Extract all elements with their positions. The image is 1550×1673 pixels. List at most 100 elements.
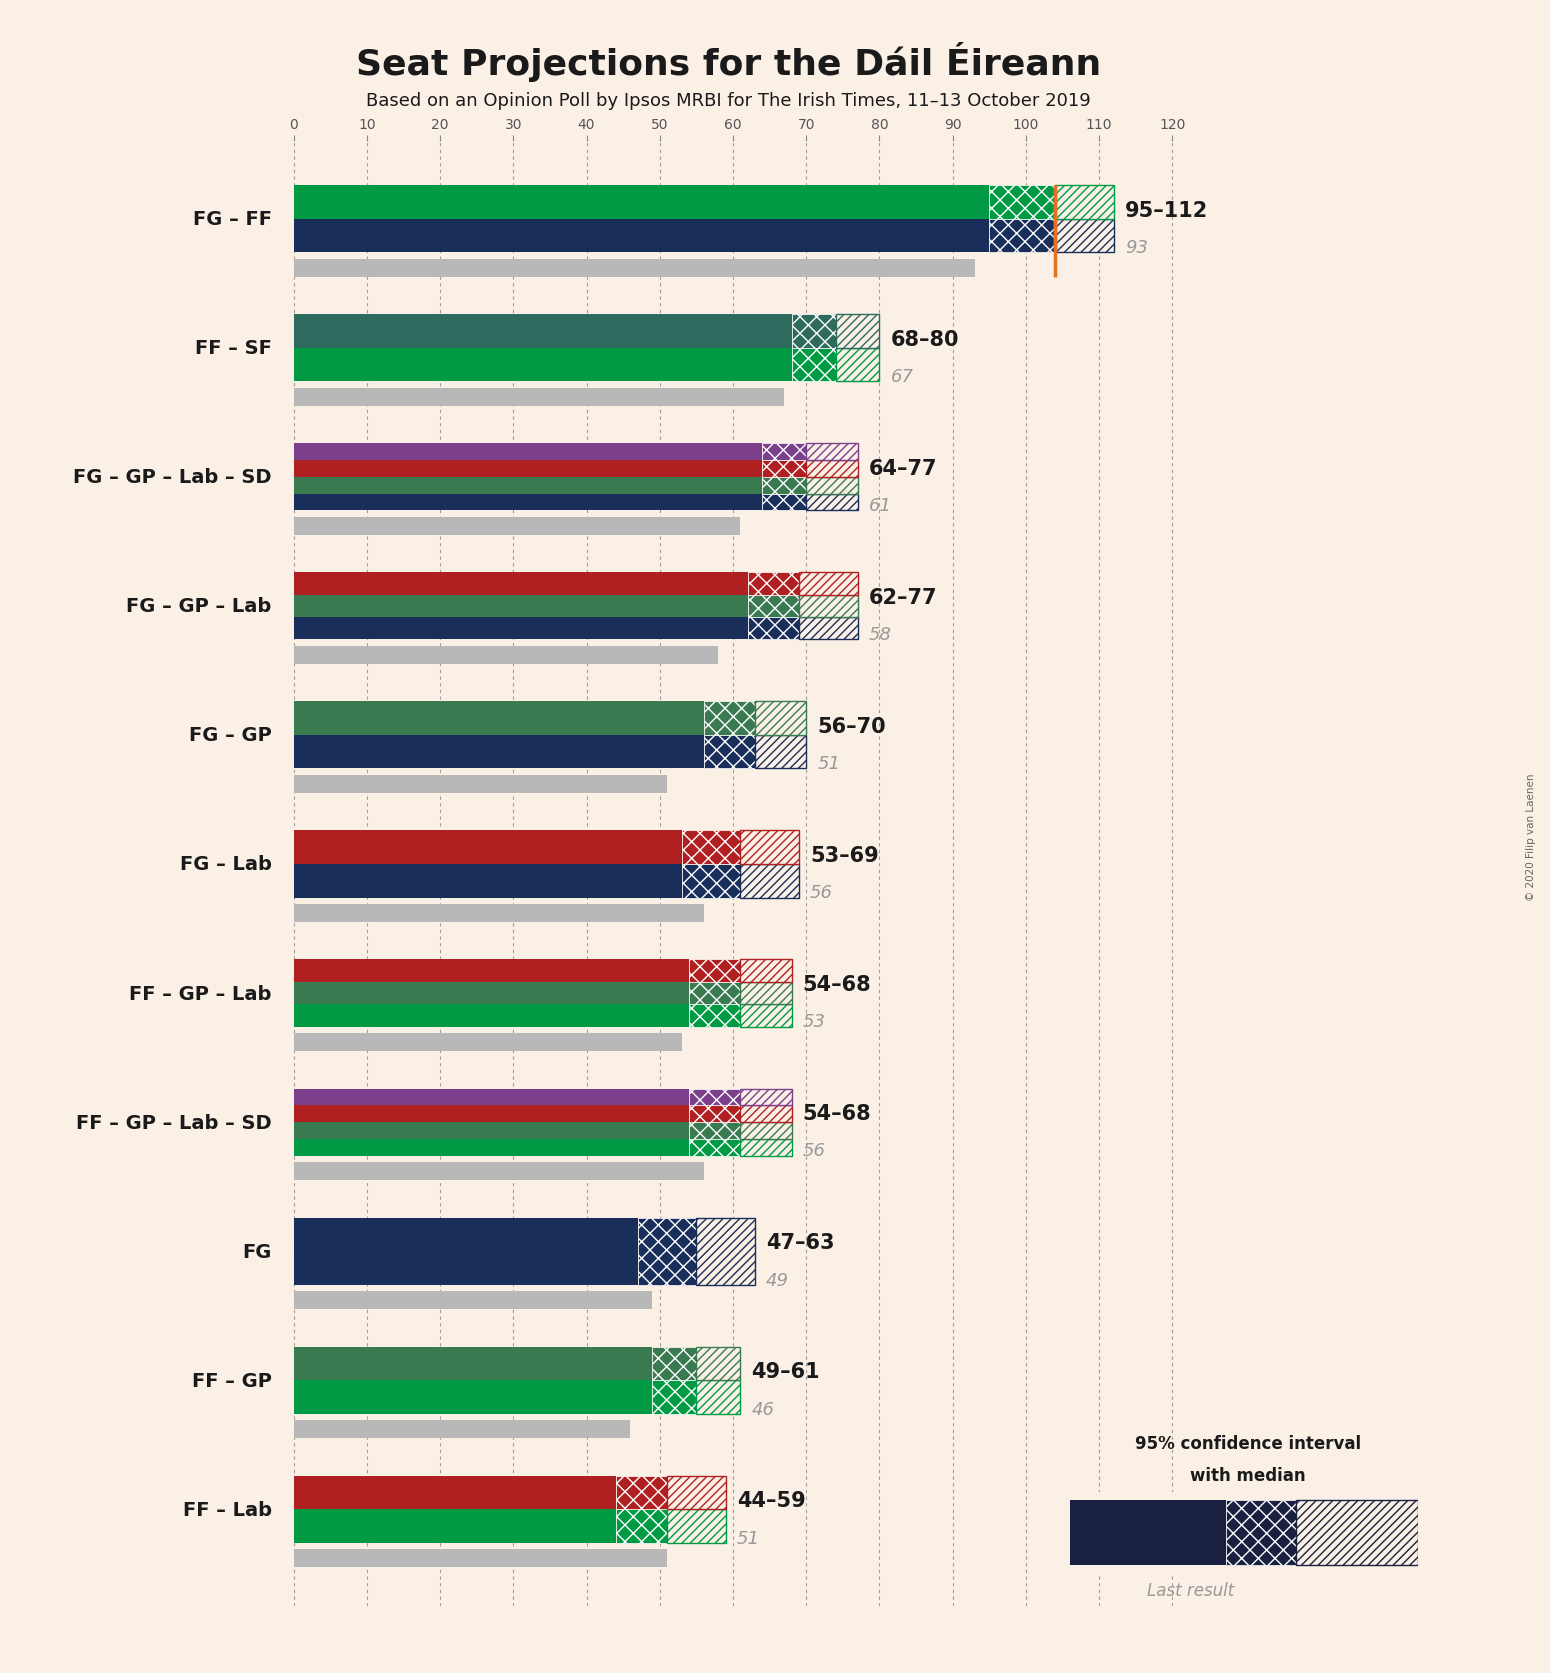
Bar bbox=[293, 494, 763, 510]
Bar bbox=[741, 865, 798, 898]
Bar bbox=[293, 960, 690, 982]
Bar bbox=[653, 1380, 696, 1414]
Text: FF – GP – Lab: FF – GP – Lab bbox=[129, 984, 271, 1002]
Text: 61: 61 bbox=[868, 497, 891, 515]
Bar bbox=[690, 982, 741, 1004]
Bar bbox=[293, 517, 741, 535]
Bar bbox=[293, 1347, 653, 1380]
Text: FG – GP – Lab: FG – GP – Lab bbox=[127, 597, 271, 616]
Bar bbox=[293, 1549, 666, 1568]
Bar bbox=[798, 617, 857, 641]
Bar bbox=[792, 315, 835, 348]
Bar bbox=[741, 960, 792, 982]
Bar bbox=[755, 703, 806, 736]
Bar bbox=[293, 219, 989, 253]
Bar bbox=[696, 1218, 755, 1285]
Bar bbox=[293, 982, 690, 1004]
Text: 47–63: 47–63 bbox=[766, 1233, 834, 1253]
Bar bbox=[1056, 186, 1114, 219]
Text: 56: 56 bbox=[811, 883, 832, 902]
Bar bbox=[293, 1420, 631, 1439]
Bar bbox=[763, 443, 806, 460]
Bar bbox=[293, 596, 747, 617]
Bar bbox=[293, 905, 704, 922]
Bar bbox=[293, 388, 784, 407]
Text: 44–59: 44–59 bbox=[736, 1491, 806, 1511]
Bar bbox=[293, 703, 704, 736]
Text: 51: 51 bbox=[736, 1529, 760, 1548]
Text: 95–112: 95–112 bbox=[1125, 201, 1207, 221]
Bar bbox=[293, 315, 792, 348]
Bar bbox=[763, 477, 806, 494]
Bar bbox=[1226, 1501, 1296, 1564]
Bar bbox=[293, 617, 747, 641]
Bar bbox=[293, 1123, 690, 1139]
Text: with median: with median bbox=[1190, 1466, 1305, 1484]
Bar bbox=[755, 736, 806, 770]
Text: FG – Lab: FG – Lab bbox=[180, 855, 271, 873]
Text: 68–80: 68–80 bbox=[890, 330, 959, 350]
Bar bbox=[806, 477, 857, 494]
Bar bbox=[1070, 1501, 1226, 1564]
Bar bbox=[741, 1139, 792, 1156]
Bar bbox=[293, 646, 718, 664]
Bar bbox=[293, 1034, 682, 1052]
Bar bbox=[293, 1218, 637, 1285]
Bar bbox=[696, 1347, 741, 1380]
Bar bbox=[741, 1106, 792, 1123]
Bar bbox=[989, 186, 1056, 219]
Bar bbox=[747, 617, 798, 641]
Text: 64–77: 64–77 bbox=[868, 458, 938, 478]
Bar bbox=[293, 259, 975, 278]
Bar bbox=[806, 443, 857, 460]
Bar bbox=[293, 572, 747, 596]
Bar bbox=[690, 1004, 741, 1027]
Text: 62–77: 62–77 bbox=[868, 587, 938, 607]
Bar bbox=[293, 1139, 690, 1156]
Text: FF – GP – Lab – SD: FF – GP – Lab – SD bbox=[76, 1113, 271, 1133]
Text: 53–69: 53–69 bbox=[811, 845, 879, 865]
Text: 49: 49 bbox=[766, 1271, 789, 1288]
Bar bbox=[293, 776, 666, 793]
Bar bbox=[293, 348, 792, 381]
Bar bbox=[696, 1380, 741, 1414]
Text: FG: FG bbox=[242, 1241, 271, 1261]
Bar bbox=[741, 1123, 792, 1139]
Bar bbox=[293, 1004, 690, 1027]
Bar bbox=[1056, 219, 1114, 253]
Bar bbox=[293, 477, 763, 494]
Text: 67: 67 bbox=[890, 368, 913, 386]
Bar bbox=[293, 1292, 653, 1310]
Bar bbox=[293, 1476, 615, 1509]
Bar bbox=[806, 494, 857, 510]
Bar bbox=[704, 736, 755, 770]
Text: 56: 56 bbox=[803, 1141, 826, 1159]
Bar bbox=[704, 703, 755, 736]
Text: FF – GP: FF – GP bbox=[192, 1370, 271, 1390]
Bar bbox=[741, 1089, 792, 1106]
Bar bbox=[806, 460, 857, 477]
Bar bbox=[293, 460, 763, 477]
Text: Seat Projections for the Dáil Éireann: Seat Projections for the Dáil Éireann bbox=[356, 42, 1100, 82]
Text: 58: 58 bbox=[868, 626, 891, 644]
Bar bbox=[792, 348, 835, 381]
Bar bbox=[741, 831, 798, 865]
Bar bbox=[682, 831, 741, 865]
Bar bbox=[741, 1004, 792, 1027]
Text: FF – SF: FF – SF bbox=[195, 340, 271, 358]
Bar bbox=[615, 1476, 666, 1509]
Bar bbox=[798, 596, 857, 617]
Text: 56–70: 56–70 bbox=[817, 716, 887, 736]
Bar bbox=[741, 982, 792, 1004]
Text: FG – FF: FG – FF bbox=[192, 211, 271, 229]
Bar bbox=[747, 596, 798, 617]
Text: FG – GP: FG – GP bbox=[189, 726, 271, 744]
Text: 93: 93 bbox=[1125, 239, 1149, 258]
Text: FG – GP – Lab – SD: FG – GP – Lab – SD bbox=[73, 468, 271, 487]
Bar bbox=[690, 1139, 741, 1156]
Bar bbox=[690, 1123, 741, 1139]
Text: Based on an Opinion Poll by Ipsos MRBI for The Irish Times, 11–13 October 2019: Based on an Opinion Poll by Ipsos MRBI f… bbox=[366, 92, 1091, 110]
Bar bbox=[615, 1509, 666, 1543]
Text: FF – Lab: FF – Lab bbox=[183, 1501, 271, 1519]
Text: 51: 51 bbox=[817, 755, 840, 773]
